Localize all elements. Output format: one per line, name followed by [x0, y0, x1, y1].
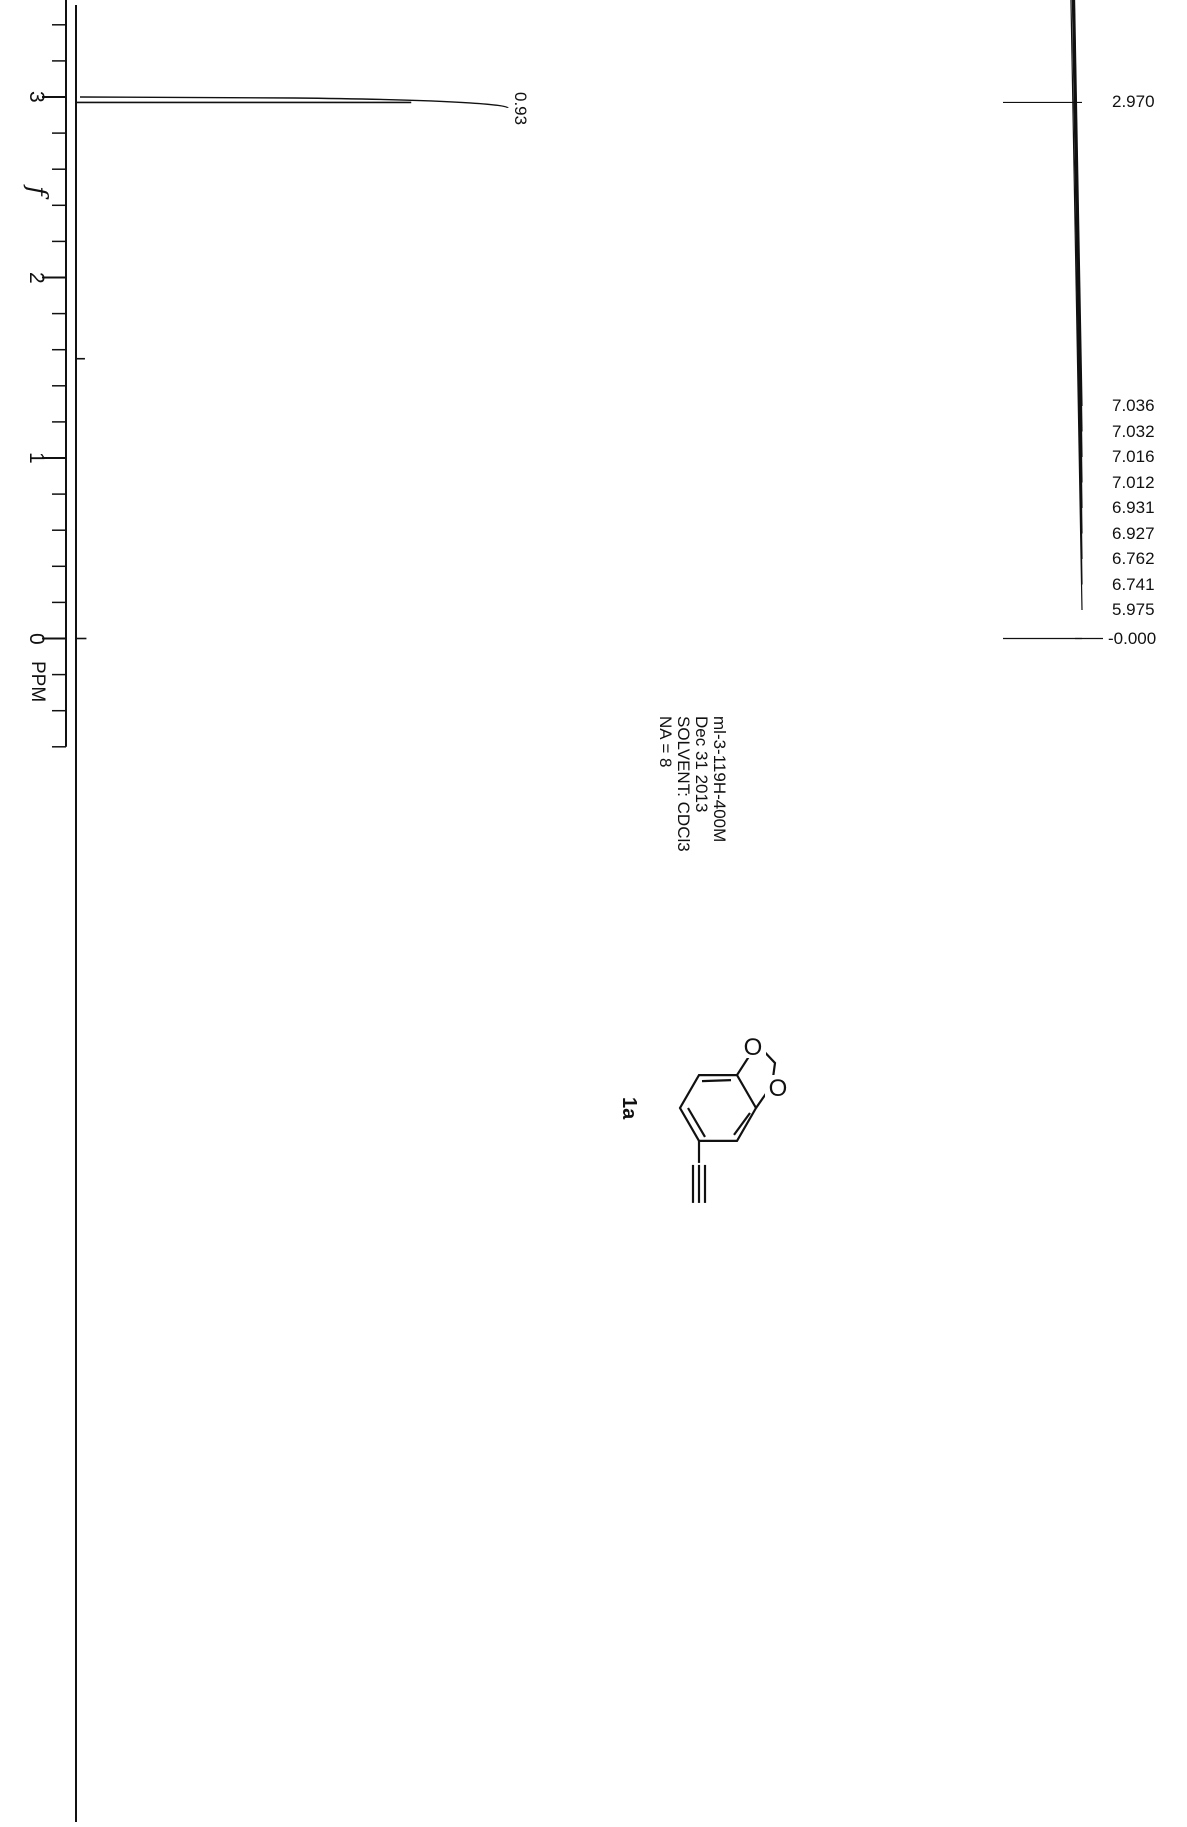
tick-label: 0	[25, 632, 48, 645]
tick-label: 1	[25, 452, 48, 464]
peak-shift-label: 7.036	[1112, 396, 1155, 415]
peak-leader	[1073, 0, 1083, 432]
peak-leader	[1073, 0, 1083, 458]
spectrum-trace	[75, 5, 412, 1822]
peak-label-leaders	[1003, 0, 1103, 640]
o-mask	[765, 1075, 791, 1099]
solvent-info: SOLVENT: CDCl3	[674, 716, 693, 852]
compound-label: 1a	[618, 1097, 640, 1120]
handwritten-mark: f	[22, 186, 52, 196]
peak-leader	[1073, 0, 1083, 483]
ring-double-bond	[687, 1107, 706, 1138]
tick-label: 2	[25, 271, 48, 284]
sample-id: ml-3-119H-400M	[710, 716, 729, 843]
ring-double-bond	[733, 1112, 751, 1136]
peak-leader	[1070, 0, 1083, 611]
acquisition-info: ml-3-119H-400M Dec 31 2013 SOLVENT: CDCl…	[656, 716, 729, 852]
peak-shift-label: 7.016	[1112, 447, 1155, 466]
peak-shift-label: 5.975	[1112, 600, 1155, 619]
peak-shift-label: 6.762	[1112, 549, 1155, 568]
peak-shift-label: 7.032	[1112, 421, 1155, 441]
peak-shift-label: 6.931	[1112, 498, 1155, 517]
peak-shift-label: -0.000	[1108, 628, 1157, 648]
scan-count: NA = 8	[656, 716, 675, 768]
benzene-ring	[678, 1073, 758, 1143]
ring-double-bond	[701, 1078, 732, 1083]
tick-label: 3	[25, 91, 48, 103]
integral-curve	[79, 96, 509, 109]
integral-value: 0.93	[511, 91, 530, 125]
peak-shift-label: 2.970	[1112, 92, 1155, 112]
peak-shift-label: 6.741	[1112, 574, 1155, 594]
oxygen-atom: O	[744, 1034, 763, 1061]
peak-leader	[1072, 0, 1083, 534]
peak-leader	[1073, 0, 1083, 407]
peak-shift-label: 7.012	[1112, 472, 1155, 492]
ppm-axis	[42, 0, 67, 748]
integral-curves	[79, 96, 509, 109]
peak-leader	[1072, 0, 1083, 509]
axis-unit-label: PPM	[27, 660, 48, 702]
o-mask	[740, 1034, 766, 1058]
oxygen-atom: O	[769, 1075, 788, 1102]
peak-leader	[1072, 0, 1083, 560]
peak-leader	[1071, 0, 1083, 585]
peak-shift-label: 6.927	[1112, 523, 1155, 543]
molecule-structure: OO	[678, 1034, 791, 1203]
acquisition-date: Dec 31 2013	[692, 716, 711, 813]
